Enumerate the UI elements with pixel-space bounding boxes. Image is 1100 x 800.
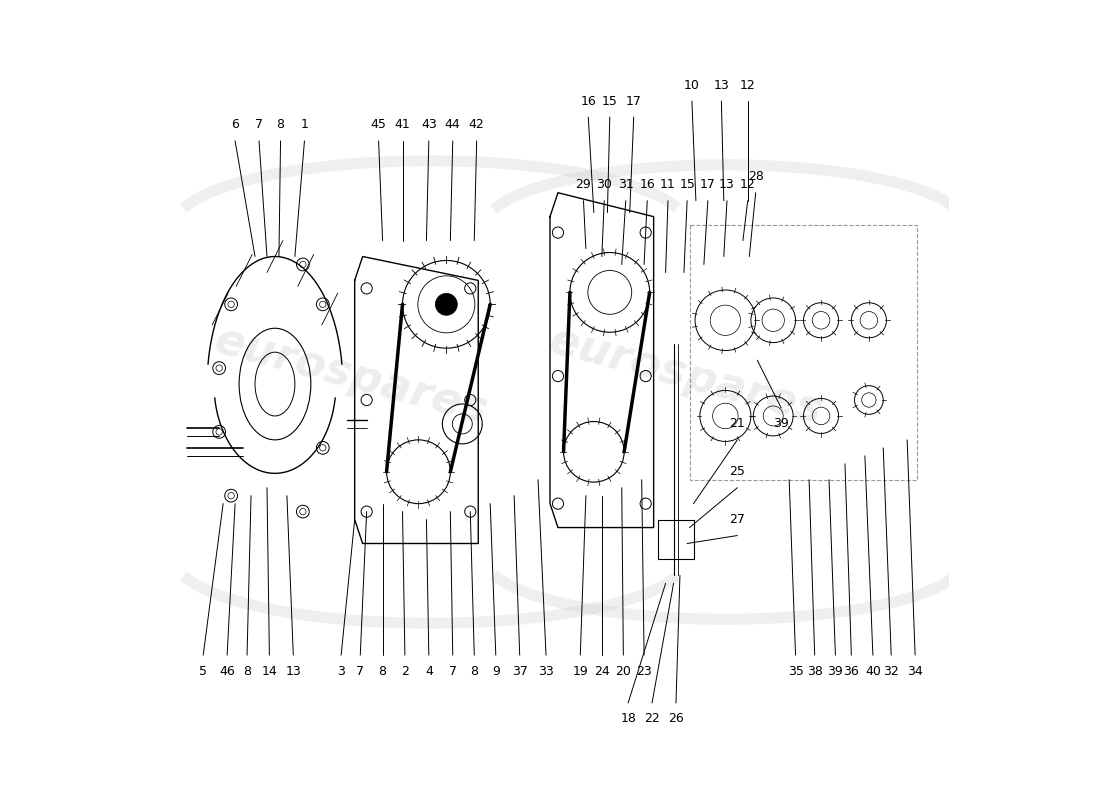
Text: 39: 39 xyxy=(827,665,844,678)
Text: 7: 7 xyxy=(255,118,263,131)
Text: 6: 6 xyxy=(231,118,239,131)
Circle shape xyxy=(436,294,458,315)
Text: 37: 37 xyxy=(512,665,528,678)
Text: 17: 17 xyxy=(700,178,716,191)
Text: 15: 15 xyxy=(679,178,695,191)
Text: 26: 26 xyxy=(668,712,684,726)
Text: 8: 8 xyxy=(276,118,285,131)
Text: 8: 8 xyxy=(243,665,251,678)
Text: 9: 9 xyxy=(492,665,499,678)
Text: 22: 22 xyxy=(645,712,660,726)
Text: 39: 39 xyxy=(773,418,789,430)
Text: eurospares: eurospares xyxy=(544,319,827,434)
Text: 19: 19 xyxy=(572,665,588,678)
Text: 4: 4 xyxy=(425,665,432,678)
Text: 38: 38 xyxy=(806,665,823,678)
Text: 18: 18 xyxy=(620,712,636,726)
Text: 1: 1 xyxy=(300,118,308,131)
Text: 15: 15 xyxy=(602,94,618,107)
Text: 2: 2 xyxy=(402,665,409,678)
Text: 7: 7 xyxy=(449,665,456,678)
Text: 17: 17 xyxy=(626,94,641,107)
Text: 44: 44 xyxy=(444,118,461,131)
Text: 23: 23 xyxy=(636,665,652,678)
Text: 13: 13 xyxy=(285,665,301,678)
Text: 27: 27 xyxy=(729,513,746,526)
Text: 41: 41 xyxy=(395,118,410,131)
Text: 12: 12 xyxy=(740,78,756,91)
Text: 45: 45 xyxy=(371,118,386,131)
Text: 35: 35 xyxy=(788,665,803,678)
Text: 40: 40 xyxy=(865,665,881,678)
Text: 34: 34 xyxy=(908,665,923,678)
Text: 24: 24 xyxy=(594,665,609,678)
Text: 25: 25 xyxy=(729,466,746,478)
Text: 31: 31 xyxy=(618,178,634,191)
Text: 21: 21 xyxy=(729,418,745,430)
Text: 7: 7 xyxy=(356,665,364,678)
Text: 42: 42 xyxy=(469,118,484,131)
Text: 16: 16 xyxy=(639,178,656,191)
Text: 29: 29 xyxy=(575,178,592,191)
Text: 5: 5 xyxy=(199,665,207,678)
Text: 11: 11 xyxy=(660,178,675,191)
Text: eurospares: eurospares xyxy=(209,319,492,434)
Text: 30: 30 xyxy=(596,178,612,191)
Text: 8: 8 xyxy=(378,665,386,678)
Text: 3: 3 xyxy=(338,665,345,678)
Text: 13: 13 xyxy=(719,178,735,191)
Text: 32: 32 xyxy=(883,665,899,678)
Text: 13: 13 xyxy=(714,78,729,91)
Text: 33: 33 xyxy=(538,665,554,678)
Text: 43: 43 xyxy=(421,118,437,131)
Text: 36: 36 xyxy=(844,665,859,678)
Text: 8: 8 xyxy=(471,665,478,678)
Text: 10: 10 xyxy=(684,78,700,91)
Text: 28: 28 xyxy=(748,170,763,183)
Text: 20: 20 xyxy=(615,665,631,678)
Text: 14: 14 xyxy=(262,665,277,678)
Text: 16: 16 xyxy=(581,94,596,107)
Text: 12: 12 xyxy=(740,178,756,191)
Text: 46: 46 xyxy=(219,665,235,678)
